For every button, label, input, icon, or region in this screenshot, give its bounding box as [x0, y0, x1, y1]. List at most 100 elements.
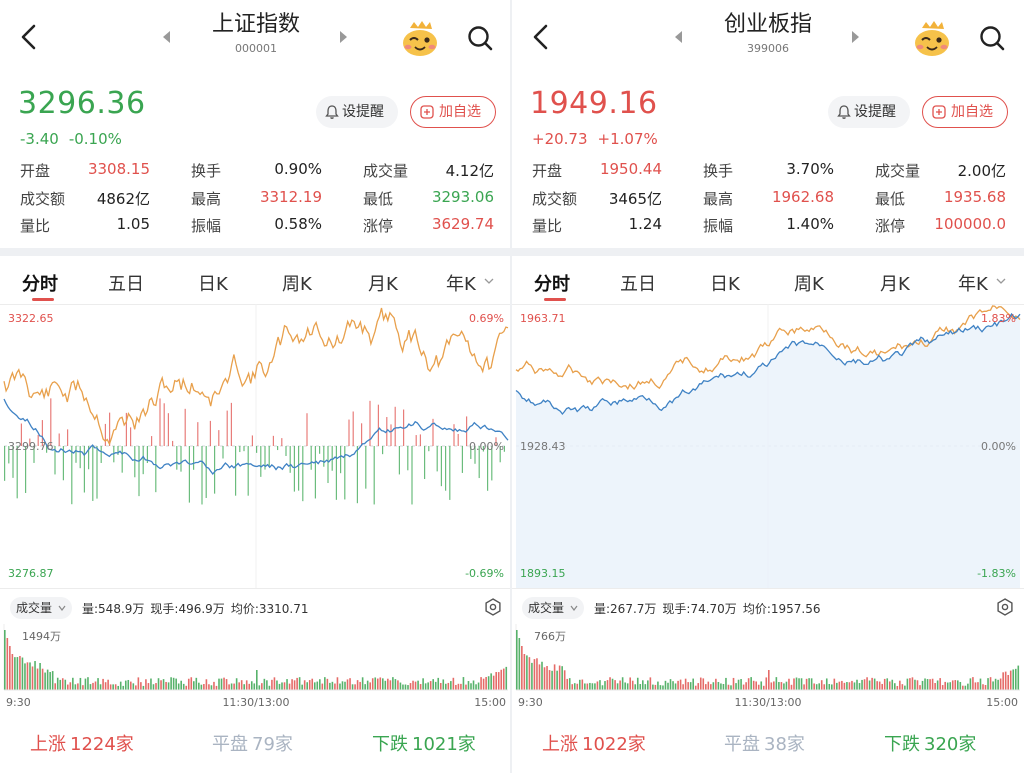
volume-bar-down — [818, 683, 820, 690]
previous-index-icon[interactable] — [672, 28, 684, 46]
volume-total: 量:548.9万 — [82, 602, 145, 616]
chevron-down-icon[interactable] — [996, 277, 1006, 285]
volume-chart[interactable]: 766万 9:30 11:30/13:00 15:00 — [512, 624, 1024, 714]
volume-bar-up — [225, 679, 228, 690]
mascot-icon[interactable] — [912, 20, 952, 58]
volume-bar-up — [379, 677, 382, 690]
volume-bar-up — [439, 682, 442, 690]
volume-indicator-select[interactable]: 成交量 — [10, 597, 73, 619]
tab-yearly-k[interactable]: 年K — [958, 274, 988, 295]
volume-chart[interactable]: 1494万 9:30 11:30/13:00 15:00 — [0, 624, 512, 714]
tab-intraday[interactable]: 分时 — [534, 274, 570, 295]
tab-weekly-k[interactable]: 周K — [282, 274, 312, 295]
down-tick-bar — [470, 446, 472, 459]
volume-bar-down — [541, 661, 543, 690]
previous-index-icon[interactable] — [160, 28, 172, 46]
advancers-label: 上涨 — [30, 734, 66, 755]
header: 上证指数 000001 — [0, 0, 512, 78]
volume-bar-up — [452, 677, 455, 690]
volume-bar-down — [674, 683, 677, 690]
down-tick-bar — [142, 446, 144, 475]
volume-bar-up — [765, 677, 768, 690]
down-tick-bar — [356, 446, 358, 504]
volume-bar-down — [720, 683, 722, 690]
volume-bar-down — [432, 679, 434, 690]
back-arrow-icon[interactable] — [14, 20, 44, 54]
tab-intraday[interactable]: 分时 — [22, 274, 58, 295]
add-watchlist-button[interactable]: 加自选 — [410, 96, 496, 128]
stat-value: 4862亿 — [96, 189, 150, 208]
set-alert-button[interactable]: 设提醒 — [316, 96, 398, 128]
volume-bar-down — [74, 684, 77, 690]
down-tick-bar — [46, 446, 48, 453]
time-axis-end: 15:00 — [474, 696, 506, 709]
volume-bar-up — [881, 683, 883, 690]
tab-five-day[interactable]: 五日 — [108, 274, 144, 295]
volume-bar-down — [873, 678, 876, 690]
volume-bar-up — [523, 654, 526, 690]
stat-label: 量比 — [20, 217, 51, 235]
volume-bar-up — [369, 682, 371, 690]
volume-bar-up — [137, 677, 140, 690]
search-icon[interactable] — [466, 24, 494, 52]
index-title: 创业板指 — [723, 12, 812, 37]
volume-bar-down — [662, 685, 664, 690]
volume-bar-up — [248, 683, 251, 690]
next-index-icon[interactable] — [338, 28, 350, 46]
volume-bar-down — [51, 671, 54, 690]
decliners-count: 1021家 — [412, 734, 476, 755]
volume-bar-up — [334, 683, 336, 690]
volume-indicator-select[interactable]: 成交量 — [522, 597, 585, 619]
intraday-chart[interactable]: 3322.65 3299.76 3276.87 0.69% 0.00% -0.69% — [0, 304, 512, 588]
up-tick-bar — [419, 434, 421, 446]
volume-bar-up — [293, 680, 296, 690]
volume-bar-up — [762, 685, 765, 690]
search-icon[interactable] — [978, 24, 1006, 52]
tab-monthly-k[interactable]: 月K — [880, 274, 910, 295]
volume-bar-up — [271, 679, 273, 690]
tab-daily-k[interactable]: 日K — [710, 274, 740, 295]
volume-bar-up — [9, 646, 11, 690]
settings-gear-icon[interactable] — [996, 598, 1014, 616]
down-tick-bar — [310, 446, 312, 470]
mascot-icon[interactable] — [400, 20, 440, 58]
stat-label: 换手 — [191, 162, 222, 180]
volume-bar-down — [775, 677, 778, 690]
up-tick-bar — [29, 438, 31, 446]
chevron-down-icon[interactable] — [484, 277, 494, 285]
tab-monthly-k[interactable]: 月K — [368, 274, 398, 295]
intraday-chart[interactable]: 1963.71 1928.43 1893.15 1.83% 0.00% -1.83% — [512, 304, 1024, 588]
up-tick-bar — [361, 423, 363, 446]
back-arrow-icon[interactable] — [526, 20, 556, 54]
volume-bar-down — [692, 678, 694, 690]
down-tick-bar — [503, 446, 505, 452]
volume-current: 现手:496.9万 — [150, 602, 225, 616]
tab-five-day[interactable]: 五日 — [620, 274, 656, 295]
volume-bar-up — [205, 679, 208, 690]
volume-bar-down — [319, 679, 321, 690]
up-tick-bar — [272, 435, 274, 446]
volume-bar-down — [268, 685, 271, 690]
volume-select-label: 成交量 — [528, 601, 565, 615]
volume-bar-down — [946, 682, 949, 690]
decliners-label: 下跌 — [372, 734, 408, 755]
volume-bar-down — [175, 678, 177, 690]
volume-bar-up — [581, 679, 584, 690]
down-tick-bar — [482, 446, 484, 452]
tab-daily-k[interactable]: 日K — [198, 274, 228, 295]
settings-gear-icon[interactable] — [484, 598, 502, 616]
time-axis-end: 15:00 — [986, 696, 1018, 709]
volume-select-label: 成交量 — [16, 601, 53, 615]
volume-bar-up — [308, 680, 311, 690]
divider-line — [512, 588, 1024, 589]
stat-value: 3.70% — [786, 160, 834, 178]
down-tick-bar — [247, 446, 249, 496]
add-watchlist-button[interactable]: 加自选 — [922, 96, 1008, 128]
tab-weekly-k[interactable]: 周K — [794, 274, 824, 295]
title-block: 创业板指 399006 — [688, 10, 848, 56]
set-alert-button[interactable]: 设提醒 — [828, 96, 910, 128]
chart-tabs: 分时 五日 日K 周K 月K 年K — [0, 262, 512, 304]
tab-yearly-k[interactable]: 年K — [446, 274, 476, 295]
volume-bar-up — [909, 678, 911, 690]
next-index-icon[interactable] — [850, 28, 862, 46]
